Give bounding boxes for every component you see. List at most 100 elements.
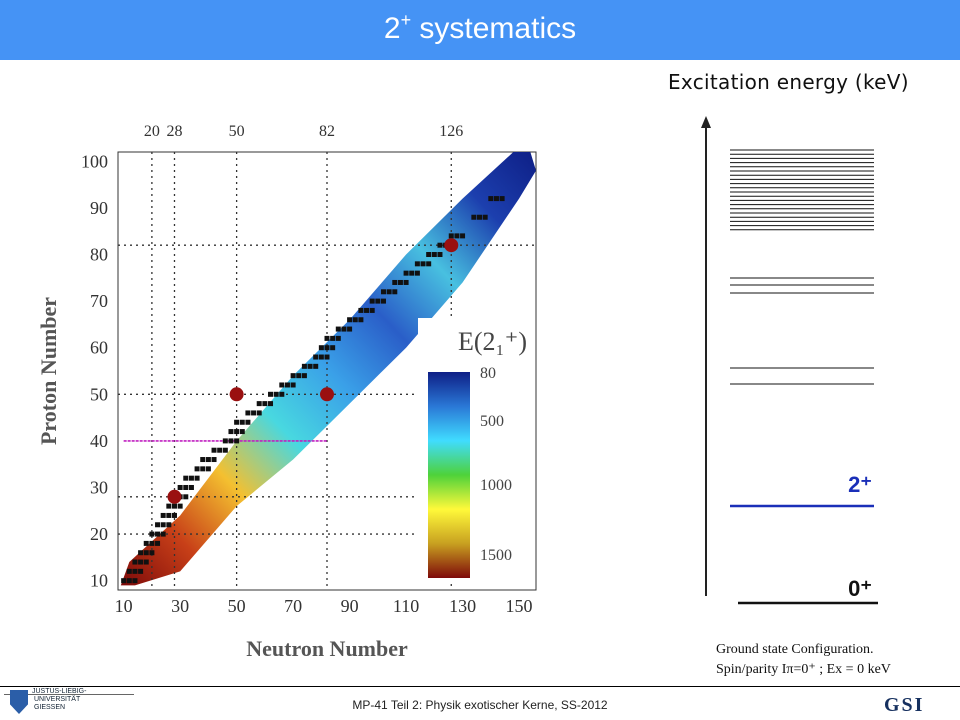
stable-nucleus (460, 233, 466, 239)
y-tick-label: 70 (90, 291, 108, 311)
stable-nucleus (330, 345, 336, 351)
stable-nucleus (448, 233, 454, 239)
energy-axis-arrow-icon (701, 116, 711, 128)
stable-nucleus (403, 279, 409, 285)
stable-nucleus (149, 531, 155, 537)
stable-nucleus (194, 475, 200, 481)
stable-nucleus (222, 438, 228, 444)
stable-nucleus (279, 391, 285, 397)
stable-nucleus (437, 242, 443, 248)
stable-nucleus (121, 578, 127, 584)
stable-nucleus (149, 550, 155, 556)
stable-nucleus (273, 391, 279, 397)
stable-nucleus (160, 531, 166, 537)
stable-nucleus (426, 261, 432, 267)
stable-nucleus (166, 512, 172, 518)
stable-nucleus (437, 252, 443, 258)
stable-nucleus (138, 559, 144, 565)
footer-rule (0, 686, 960, 687)
stable-nucleus (307, 363, 313, 369)
stable-nucleus (155, 540, 161, 546)
stable-nucleus (126, 568, 132, 574)
stable-nucleus (386, 289, 392, 295)
stable-nucleus (177, 484, 183, 490)
stable-nucleus (324, 335, 330, 341)
stable-nucleus (211, 457, 217, 463)
magic-hotspot (229, 387, 244, 402)
nuclide-band (120, 152, 536, 586)
stable-nucleus (335, 326, 341, 332)
stable-nucleus (380, 298, 386, 304)
stable-nucleus (488, 196, 494, 202)
stable-nucleus (245, 419, 251, 425)
stable-nucleus (431, 252, 437, 258)
university-logo-text: JUSTUS-LIEBIG- UNIVERSITÄT GIESSEN (32, 688, 87, 711)
y-tick-label: 30 (90, 477, 108, 497)
stable-nucleus (414, 261, 420, 267)
y-tick-label: 20 (90, 524, 108, 544)
stable-nucleus (143, 540, 149, 546)
x-tick-label: 30 (171, 596, 189, 616)
stable-nucleus (296, 373, 302, 379)
stable-nucleus (211, 447, 217, 453)
stable-nucleus (347, 326, 353, 332)
magic-hotspot (320, 387, 334, 402)
stable-nucleus (358, 317, 364, 323)
excitation-energy-label: Excitation energy (keV) (668, 70, 909, 94)
stable-nucleus (160, 512, 166, 518)
stable-nucleus (256, 401, 262, 407)
stable-nucleus (166, 503, 172, 509)
stable-nucleus (256, 410, 262, 416)
magic-number-label: 50 (229, 123, 245, 140)
y-tick-label: 80 (90, 245, 108, 265)
y-tick-label: 100 (81, 151, 108, 171)
stable-nucleus (183, 484, 189, 490)
x-tick-label: 70 (284, 596, 302, 616)
stable-nucleus (318, 345, 324, 351)
stable-nucleus (324, 354, 330, 360)
colorbar-tick-label: 80 (480, 365, 496, 382)
stable-nucleus (284, 382, 290, 388)
stable-nucleus (200, 457, 206, 463)
magic-number-label: 28 (166, 123, 182, 140)
energy-levels (730, 149, 874, 385)
caption-line-1: Ground state Configuration. (716, 642, 874, 657)
stable-nucleus (155, 531, 161, 537)
stable-nuclei (121, 196, 505, 584)
level-0plus-label: 0⁺ (848, 576, 872, 601)
stable-nucleus (177, 503, 183, 509)
stable-nucleus (205, 466, 211, 472)
stable-nucleus (132, 559, 138, 565)
stable-nucleus (155, 522, 161, 528)
stable-nucleus (375, 298, 381, 304)
stable-nucleus (341, 326, 347, 332)
stable-nucleus (194, 466, 200, 472)
stable-nucleus (369, 298, 375, 304)
stable-nucleus (313, 363, 319, 369)
stable-nucleus (482, 214, 488, 220)
gsi-logo: GSI (884, 694, 925, 716)
stable-nucleus (499, 196, 505, 202)
stable-nucleus (477, 214, 483, 220)
stable-nucleus (313, 354, 319, 360)
stable-nucleus (234, 419, 240, 425)
caption-line-2: Spin/parity Iπ=0⁺ ; Ex = 0 keV (716, 662, 891, 677)
stable-nucleus (279, 382, 285, 388)
stable-nucleus (426, 252, 432, 258)
stable-nucleus (358, 307, 364, 313)
stable-nucleus (188, 484, 194, 490)
stable-nucleus (454, 233, 460, 239)
x-tick-label: 130 (449, 596, 476, 616)
stable-nucleus (239, 419, 245, 425)
stable-nucleus (324, 345, 330, 351)
stable-nucleus (228, 438, 234, 444)
colorbar-tick-label: 500 (480, 413, 504, 430)
magic-number-label: 20 (144, 123, 160, 140)
x-tick-label: 90 (341, 596, 359, 616)
stable-nucleus (228, 429, 234, 435)
stable-nucleus (183, 494, 189, 500)
stable-nucleus (420, 261, 426, 267)
y-axis-title: Proton Number (36, 297, 61, 445)
stable-nucleus (239, 429, 245, 435)
title-bar (0, 0, 960, 60)
